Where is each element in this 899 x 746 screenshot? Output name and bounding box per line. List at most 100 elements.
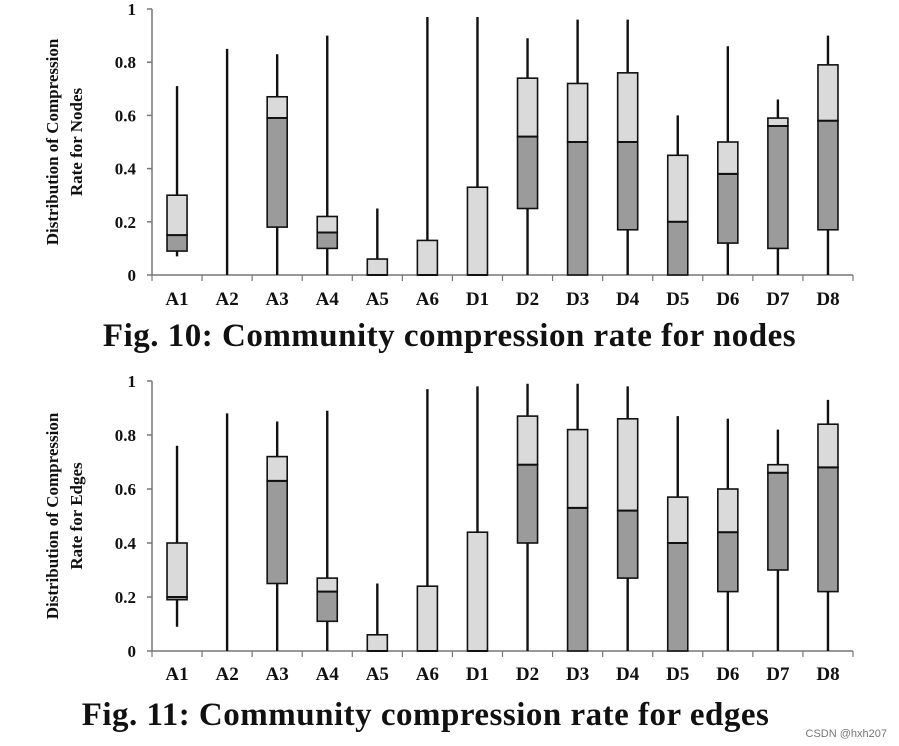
box-D7	[767, 429, 789, 651]
upper-box	[717, 141, 739, 175]
y-tick-label: 0.8	[115, 426, 136, 445]
upper-box	[566, 428, 589, 509]
x-tick-label: D7	[766, 289, 790, 310]
box-A4	[316, 35, 339, 275]
lower-box	[817, 119, 839, 231]
upper-box	[466, 186, 489, 276]
y-tick-label: 1	[128, 372, 137, 391]
box-A5	[366, 208, 389, 276]
box-A6	[416, 389, 439, 652]
upper-box	[266, 95, 288, 119]
y-tick-label: 0.4	[115, 534, 137, 553]
x-tick-label: D2	[516, 664, 539, 685]
upper-box	[666, 496, 689, 544]
x-tick-label: A2	[215, 289, 238, 310]
box-D5	[666, 416, 689, 652]
lower-box	[566, 507, 589, 652]
lower-box	[516, 463, 539, 544]
x-tick-label: D1	[466, 289, 489, 310]
y-tick-label: 0.2	[115, 213, 136, 232]
upper-box	[366, 258, 389, 276]
x-tick-label: D8	[816, 664, 839, 685]
x-tick-label: A1	[165, 664, 188, 685]
box-A1	[166, 445, 188, 627]
x-tick-label: A5	[366, 289, 389, 310]
y-axis-label: Distribution of Compression	[43, 412, 62, 619]
upper-box	[767, 463, 789, 474]
y-tick-label: 0	[128, 642, 137, 661]
y-tick-label: 0.6	[115, 106, 136, 125]
figure-10-caption: Fig. 10: Community compression rate for …	[102, 318, 797, 354]
box-D1	[466, 16, 489, 276]
x-tick-label: D4	[616, 289, 640, 310]
box-D7	[767, 99, 789, 275]
x-tick-label: D4	[616, 664, 640, 685]
upper-box	[266, 455, 288, 482]
x-tick-label: A5	[366, 664, 389, 685]
x-tick-label: D3	[566, 289, 589, 310]
fig10-chart: 0 0.2 0.4 0.6 0.8 1 Distribution of Compressio…	[43, 0, 854, 310]
box-D1	[466, 386, 489, 652]
upper-box	[566, 82, 589, 143]
lower-box	[817, 466, 839, 593]
x-tick-label: D2	[516, 289, 539, 310]
lower-box	[616, 141, 639, 231]
upper-box	[767, 117, 789, 127]
box-D4	[616, 19, 639, 275]
x-tick-label: A3	[266, 289, 289, 310]
x-tick-label: D5	[666, 289, 689, 310]
box-D5	[666, 115, 689, 276]
x-tick-label: A6	[416, 664, 439, 685]
y-tick-label: 1	[128, 0, 137, 19]
y-tick-label: 0.8	[115, 53, 136, 72]
lower-box	[266, 480, 288, 585]
y-axis-label: Rate for Nodes	[67, 87, 86, 196]
x-tick-label: A1	[165, 289, 188, 310]
x-tick-label: D8	[816, 289, 839, 310]
lower-box	[666, 542, 689, 652]
y-axis-label: Rate for Edges	[67, 462, 86, 570]
lower-box	[316, 590, 339, 623]
upper-box	[516, 77, 539, 138]
upper-box	[416, 585, 439, 652]
lower-box	[316, 231, 339, 250]
x-tick-label: A4	[316, 664, 340, 685]
box-A3	[266, 54, 288, 275]
upper-box	[666, 154, 689, 223]
upper-box	[717, 488, 739, 534]
box-A5	[366, 583, 389, 652]
fig11-chart: 0 0.2 0.4 0.6 0.8 1 Distribution of Compressio…	[43, 372, 854, 685]
box-D6	[717, 418, 739, 651]
x-tick-label: D6	[716, 289, 739, 310]
upper-box	[817, 64, 839, 122]
lower-box	[616, 509, 639, 579]
y-tick-label: 0	[128, 266, 137, 285]
box-D2	[516, 38, 539, 275]
lower-box	[666, 221, 689, 276]
box-D6	[717, 46, 739, 275]
watermark: CSDN @hxh207	[805, 728, 887, 740]
x-tick-label: A6	[416, 289, 439, 310]
x-tick-label: D3	[566, 664, 589, 685]
upper-box	[316, 215, 339, 234]
box-A6	[416, 16, 439, 276]
box-D8	[817, 35, 839, 275]
upper-box	[466, 531, 489, 652]
y-axis-label: Distribution of Compression	[43, 38, 62, 245]
lower-box	[566, 141, 589, 276]
lower-box	[767, 471, 789, 571]
box-A3	[266, 421, 288, 651]
x-tick-label: A3	[266, 664, 289, 685]
upper-box	[166, 542, 188, 598]
upper-box	[516, 415, 539, 466]
upper-box	[817, 423, 839, 469]
x-tick-label: A4	[316, 289, 340, 310]
lower-box	[767, 125, 789, 250]
y-tick-label: 0.4	[115, 160, 137, 179]
box-D8	[817, 399, 839, 651]
y-tick-label: 0.2	[115, 588, 136, 607]
upper-box	[316, 577, 339, 593]
x-tick-label: D1	[466, 664, 489, 685]
box-A1	[166, 86, 188, 257]
